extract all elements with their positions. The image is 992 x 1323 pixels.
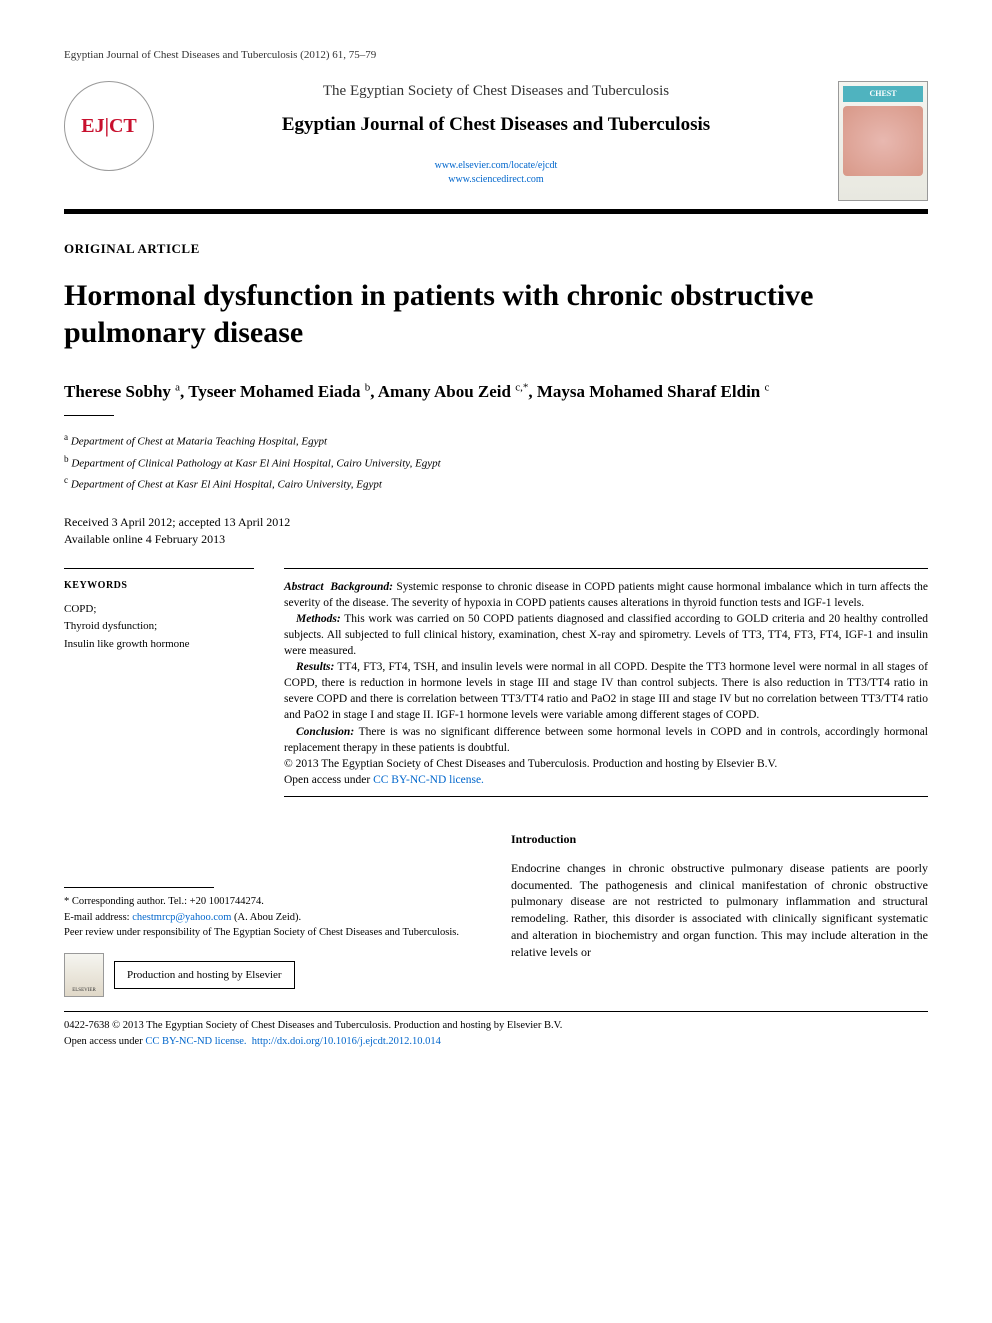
author-rule bbox=[64, 415, 114, 416]
article-dates: Received 3 April 2012; accepted 13 April… bbox=[64, 514, 928, 548]
keywords-heading: KEYWORDS bbox=[64, 579, 254, 593]
journal-link-1[interactable]: www.elsevier.com/locate/ejcdt bbox=[174, 159, 818, 173]
cover-thumbnail: CHEST bbox=[838, 81, 928, 201]
abstract-column: Abstract Background: Systemic response t… bbox=[284, 568, 928, 797]
affiliations: a Department of Chest at Mataria Teachin… bbox=[64, 430, 928, 494]
masthead-center: The Egyptian Society of Chest Diseases a… bbox=[154, 81, 838, 187]
peer-review-note: Peer review under responsibility of The … bbox=[64, 925, 481, 941]
footer-rule bbox=[64, 1011, 928, 1012]
license-link[interactable]: CC BY-NC-ND license. bbox=[373, 774, 484, 786]
keywords-column: KEYWORDS COPD;Thyroid dysfunction;Insuli… bbox=[64, 568, 254, 797]
introduction-text: Endocrine changes in chronic obstructive… bbox=[511, 860, 928, 961]
footer-license-doi: Open access under CC BY-NC-ND license. h… bbox=[64, 1034, 928, 1050]
article-title: Hormonal dysfunction in patients with ch… bbox=[64, 277, 928, 352]
author-list: Therese Sobhy a, Tyseer Mohamed Eiada b,… bbox=[64, 380, 928, 404]
corresponding-email: E-mail address: chestmrcp@yahoo.com (A. … bbox=[64, 910, 481, 926]
footer-copyright: 0422-7638 © 2013 The Egyptian Society of… bbox=[64, 1018, 928, 1034]
corresponding-author: * Corresponding author. Tel.: +20 100174… bbox=[64, 894, 481, 910]
doi-link[interactable]: http://dx.doi.org/10.1016/j.ejcdt.2012.1… bbox=[252, 1036, 441, 1047]
abstract-license: Open access under CC BY-NC-ND license. bbox=[284, 772, 928, 788]
article-type: ORIGINAL ARTICLE bbox=[64, 240, 928, 258]
online-date: Available online 4 February 2013 bbox=[64, 531, 928, 548]
cover-thumb-title: CHEST bbox=[843, 86, 923, 101]
abstract-copyright: © 2013 The Egyptian Society of Chest Dis… bbox=[284, 756, 928, 772]
introduction-heading: Introduction bbox=[511, 831, 928, 848]
masthead-rule bbox=[64, 209, 928, 214]
abstract-text: Abstract Background: Systemic response t… bbox=[284, 579, 928, 788]
correspondence-rule bbox=[64, 887, 214, 888]
correspondence-block: * Corresponding author. Tel.: +20 100174… bbox=[64, 894, 481, 997]
affiliation-c: c Department of Chest at Kasr El Aini Ho… bbox=[64, 473, 928, 494]
cover-thumb-image bbox=[843, 106, 923, 176]
abstract-block: KEYWORDS COPD;Thyroid dysfunction;Insuli… bbox=[64, 568, 928, 797]
affiliation-b: b Department of Clinical Pathology at Ka… bbox=[64, 452, 928, 473]
abstract-methods: Methods: This work was carried on 50 COP… bbox=[284, 611, 928, 659]
journal-link-2[interactable]: www.sciencedirect.com bbox=[174, 173, 818, 187]
society-name: The Egyptian Society of Chest Diseases a… bbox=[174, 81, 818, 102]
abstract-conclusion: Conclusion: There is was no significant … bbox=[284, 724, 928, 756]
journal-name: Egyptian Journal of Chest Diseases and T… bbox=[174, 112, 818, 139]
email-link[interactable]: chestmrcp@yahoo.com bbox=[132, 912, 231, 923]
abstract-results: Results: TT4, FT3, FT4, TSH, and insulin… bbox=[284, 659, 928, 723]
keywords-top-rule bbox=[64, 568, 254, 569]
received-accepted-date: Received 3 April 2012; accepted 13 April… bbox=[64, 514, 928, 531]
running-header: Egyptian Journal of Chest Diseases and T… bbox=[64, 48, 928, 63]
left-column: * Corresponding author. Tel.: +20 100174… bbox=[64, 831, 481, 997]
keywords-list: COPD;Thyroid dysfunction;Insulin like gr… bbox=[64, 601, 254, 654]
affiliation-a: a Department of Chest at Mataria Teachin… bbox=[64, 430, 928, 451]
right-column: Introduction Endocrine changes in chroni… bbox=[511, 831, 928, 997]
elsevier-logo: ELSEVIER bbox=[64, 953, 104, 997]
footer-license-link[interactable]: CC BY-NC-ND license. bbox=[145, 1036, 246, 1047]
production-hosting-box: Production and hosting by Elsevier bbox=[114, 961, 295, 990]
journal-logo: EJ|CT bbox=[64, 81, 154, 171]
body-columns: * Corresponding author. Tel.: +20 100174… bbox=[64, 831, 928, 997]
journal-links: www.elsevier.com/locate/ejcdt www.scienc… bbox=[174, 159, 818, 187]
footer: 0422-7638 © 2013 The Egyptian Society of… bbox=[64, 1018, 928, 1050]
abstract-top-rule bbox=[284, 568, 928, 569]
abstract-background: Abstract Background: Systemic response t… bbox=[284, 579, 928, 611]
masthead: EJ|CT The Egyptian Society of Chest Dise… bbox=[64, 81, 928, 201]
abstract-bottom-rule bbox=[284, 796, 928, 797]
production-row: ELSEVIER Production and hosting by Elsev… bbox=[64, 953, 481, 997]
